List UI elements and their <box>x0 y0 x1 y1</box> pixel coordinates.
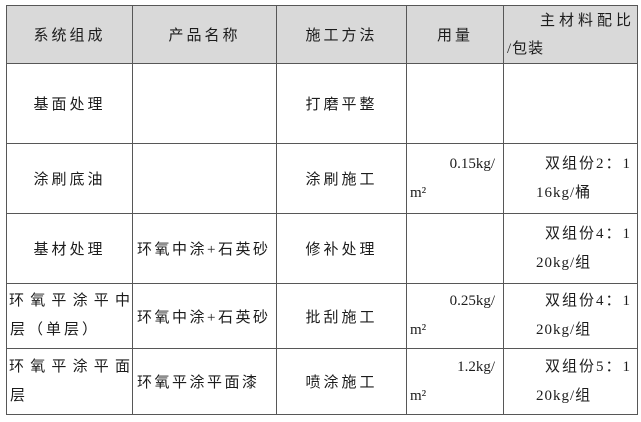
packaging-value: 16kg/桶 <box>536 184 592 201</box>
usage-unit: m² <box>410 322 427 338</box>
system-line1: 环氧平涂平面 <box>9 358 130 375</box>
table-row: 环氧平涂平面 层 环氧平涂平面漆 喷涂施工 1.2kg/ m² 双组份5：1 2… <box>6 348 638 415</box>
cell-method: 修补处理 <box>276 213 407 284</box>
cell-product: 环氧平涂平面漆 <box>132 348 277 415</box>
header-ratio-line2: /包装 <box>507 40 545 57</box>
cell-product: 环氧中涂+石英砂 <box>132 283 277 349</box>
usage-amount: 0.25kg/ <box>449 293 495 309</box>
ratio-value: 双组份4：1 <box>544 225 632 242</box>
cell-ratio: 双组份4：1 20kg/组 <box>503 283 638 349</box>
usage-amount: 0.15kg/ <box>449 155 495 172</box>
cell-method: 批刮施工 <box>276 283 407 349</box>
packaging-value: 20kg/组 <box>536 254 592 271</box>
cell-ratio: 双组份2：1 16kg/桶 <box>503 143 638 214</box>
cell-system: 涂刷底油 <box>6 143 133 214</box>
table-row: 环氧平涂平中 层（单层） 环氧中涂+石英砂 批刮施工 0.25kg/ m² 双组… <box>6 283 638 349</box>
cell-method: 喷涂施工 <box>276 348 407 415</box>
header-usage: 用量 <box>406 5 504 64</box>
cell-product: 环氧中涂+石英砂 <box>132 213 277 284</box>
cell-usage: 0.15kg/ m² <box>406 143 504 214</box>
table-row: 基面处理 打磨平整 <box>6 63 638 144</box>
usage-unit: m² <box>410 387 427 404</box>
table-row: 涂刷底油 涂刷施工 0.15kg/ m² 双组份2：1 16kg/桶 <box>6 143 638 214</box>
cell-system: 基材处理 <box>6 213 133 284</box>
usage-amount: 1.2kg/ <box>457 358 495 375</box>
cell-product <box>132 143 277 214</box>
cell-system: 环氧平涂平面 层 <box>6 348 133 415</box>
cell-method: 涂刷施工 <box>276 143 407 214</box>
cell-usage <box>406 63 504 144</box>
ratio-value: 双组份2：1 <box>544 155 632 172</box>
header-system: 系统组成 <box>6 5 133 64</box>
cell-ratio: 双组份4：1 20kg/组 <box>503 213 638 284</box>
ratio-value: 双组份5：1 <box>544 358 632 375</box>
header-method: 施工方法 <box>276 5 407 64</box>
cell-method: 打磨平整 <box>276 63 407 144</box>
header-product: 产品名称 <box>132 5 277 64</box>
header-ratio-packaging: 主材料配比 /包装 <box>503 5 638 64</box>
system-line2: 层（单层） <box>10 322 101 338</box>
cell-usage: 1.2kg/ m² <box>406 348 504 415</box>
cell-product <box>132 63 277 144</box>
cell-system: 基面处理 <box>6 63 133 144</box>
ratio-value: 双组份4：1 <box>544 293 632 309</box>
cell-usage <box>406 213 504 284</box>
cell-ratio: 双组份5：1 20kg/组 <box>503 348 638 415</box>
usage-unit: m² <box>410 184 427 201</box>
packaging-value: 20kg/组 <box>536 387 592 404</box>
system-line1: 环氧平涂平中 <box>9 293 130 309</box>
header-ratio-line1: 主材料配比 <box>539 12 635 29</box>
spec-table: 系统组成 产品名称 施工方法 用量 主材料配比 /包装 基面处理 打磨平整 涂刷… <box>6 5 638 415</box>
table-header-row: 系统组成 产品名称 施工方法 用量 主材料配比 /包装 <box>6 5 638 64</box>
table-row: 基材处理 环氧中涂+石英砂 修补处理 双组份4：1 20kg/组 <box>6 213 638 284</box>
packaging-value: 20kg/组 <box>536 322 592 338</box>
cell-usage: 0.25kg/ m² <box>406 283 504 349</box>
system-line2: 层 <box>10 387 29 404</box>
cell-ratio <box>503 63 638 144</box>
cell-system: 环氧平涂平中 层（单层） <box>6 283 133 349</box>
